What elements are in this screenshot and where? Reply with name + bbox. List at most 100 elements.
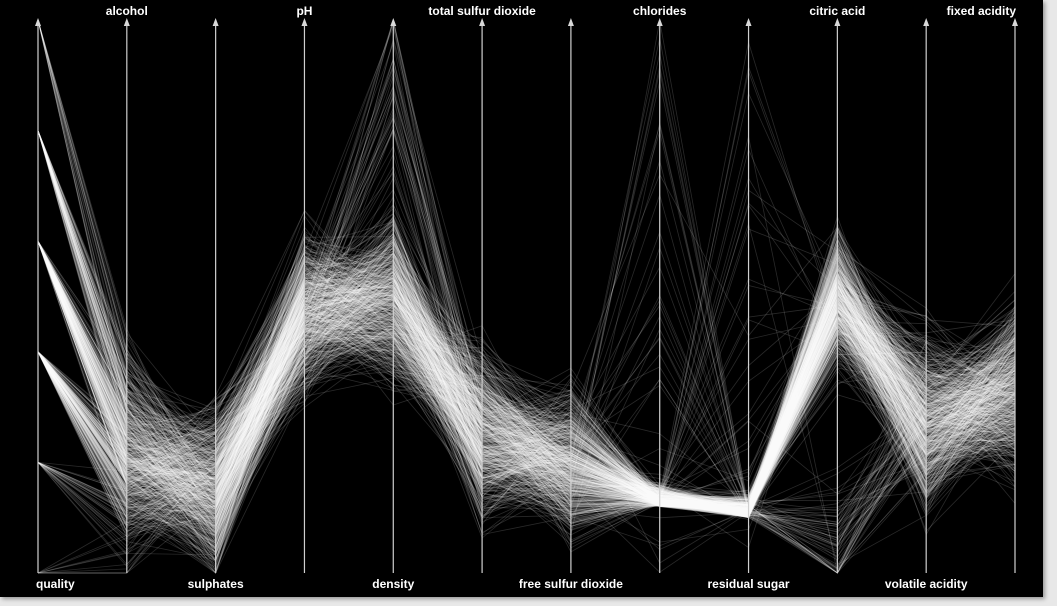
data-line (37, 241, 1016, 562)
data-line (37, 238, 1016, 509)
data-line (37, 241, 1016, 506)
data-line (37, 241, 1016, 501)
data-line (37, 280, 1016, 525)
data-line (37, 287, 1016, 572)
data-line (37, 311, 1016, 570)
data-line (37, 241, 1016, 518)
data-line (37, 222, 1016, 512)
data-line (37, 241, 1016, 527)
data-line (37, 66, 1016, 516)
data-line (37, 130, 1016, 513)
data-line (37, 37, 1016, 518)
data-line (37, 241, 1016, 511)
data-line (37, 239, 1016, 501)
data-line (37, 241, 1016, 536)
data-line (37, 241, 1016, 511)
data-line (37, 241, 1016, 537)
data-line (37, 241, 1016, 514)
data-line (37, 130, 1016, 514)
data-line (37, 19, 1016, 498)
data-line (37, 228, 1016, 517)
data-line (37, 236, 1016, 515)
data-line (37, 248, 1016, 512)
data-line (37, 307, 1016, 512)
data-line (37, 232, 1016, 507)
data-line (37, 88, 1016, 516)
data-line (37, 241, 1016, 516)
data-line (37, 130, 1016, 511)
data-line (37, 222, 1016, 518)
data-line (37, 258, 1016, 535)
data-line (37, 241, 1016, 508)
data-line (37, 232, 1016, 512)
data-line (37, 19, 1016, 554)
data-line (37, 275, 1016, 522)
data-line (37, 313, 1016, 505)
data-line (37, 267, 1016, 526)
data-line (37, 241, 1016, 507)
data-line (37, 130, 1016, 521)
data-line (37, 241, 1016, 519)
data-line (37, 130, 1016, 505)
data-line (37, 241, 1016, 538)
data-line (37, 254, 1016, 514)
data-line (37, 279, 1016, 518)
data-line (37, 241, 1016, 574)
data-line (37, 241, 1016, 518)
data-line (37, 292, 1016, 574)
data-line (37, 241, 1016, 531)
data-line (37, 241, 1016, 509)
data-line (37, 277, 1016, 511)
data-line (37, 19, 1016, 517)
data-line (37, 241, 1016, 506)
data-line (37, 91, 1016, 515)
data-line (37, 214, 1016, 531)
data-line (37, 294, 1016, 516)
data-line (37, 241, 1016, 537)
data-line (37, 241, 1016, 520)
data-line (37, 328, 1016, 553)
data-line (37, 19, 1016, 538)
data-line (37, 130, 1016, 516)
data-line (37, 241, 1016, 553)
data-line (37, 241, 1016, 518)
axis-arrow-icon (745, 18, 752, 26)
data-line (37, 296, 1016, 543)
data-line (37, 130, 1016, 520)
data-line (37, 130, 1016, 527)
data-line (37, 239, 1016, 564)
data-line (37, 283, 1016, 506)
data-line (37, 241, 1016, 514)
data-line (37, 110, 1016, 511)
data-line (37, 241, 1016, 524)
data-line (37, 241, 1016, 519)
data-line (37, 241, 1016, 557)
data-line (37, 297, 1016, 517)
data-line (37, 311, 1016, 507)
data-line (37, 308, 1016, 509)
data-line (37, 241, 1016, 531)
data-line (37, 130, 1016, 519)
data-line (37, 268, 1016, 505)
data-line (37, 268, 1016, 512)
data-line (37, 130, 1016, 532)
data-line (37, 226, 1016, 512)
axis-arrow-icon (834, 18, 841, 26)
data-line (37, 241, 1016, 527)
data-line (37, 241, 1016, 501)
data-line (37, 130, 1016, 521)
data-line (37, 241, 1016, 506)
data-line (37, 19, 1016, 516)
data-line (37, 284, 1016, 515)
data-line (37, 19, 1016, 518)
data-line (37, 241, 1016, 510)
data-line (37, 241, 1016, 518)
data-line (37, 334, 1016, 509)
data-line (37, 130, 1016, 550)
data-line (37, 241, 1016, 526)
data-line (37, 281, 1016, 514)
data-line (37, 241, 1016, 506)
data-line (37, 130, 1016, 511)
data-line (37, 265, 1016, 559)
data-line (37, 241, 1016, 514)
